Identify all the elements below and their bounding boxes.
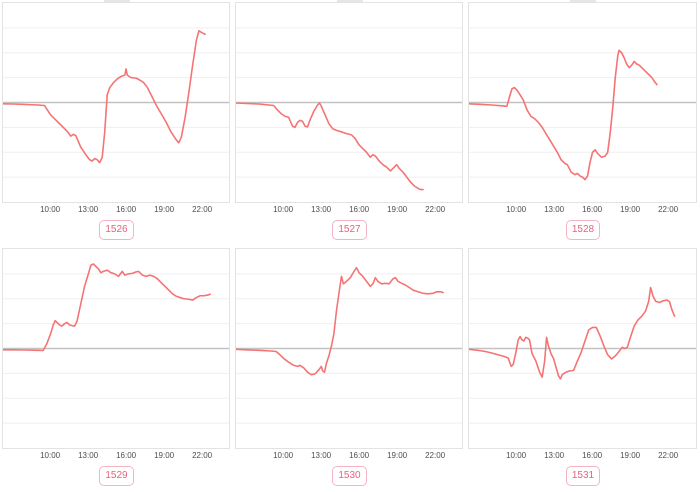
x-tick-label: 16:00: [582, 451, 603, 460]
badge-row: 1527: [233, 219, 466, 240]
sparkline-chart: [469, 273, 696, 424]
x-axis: 10:00 13:00 16:00 19:00 22:00: [235, 205, 463, 217]
chart-id-badge[interactable]: 1530: [332, 466, 367, 486]
x-axis: 10:00 13:00 16:00 19:00 22:00: [468, 205, 697, 217]
chart-id-badge[interactable]: 1529: [99, 466, 134, 486]
cropped-content-remnant: [103, 0, 130, 2]
x-tick-label: 22:00: [658, 205, 679, 214]
chart-cell-1531: 10:00 13:00 16:00 19:00 22:00 1531: [466, 246, 700, 492]
badge-row: 1528: [466, 219, 700, 240]
x-tick-label: 16:00: [582, 205, 603, 214]
x-tick-label: 10:00: [40, 205, 61, 214]
x-tick-label: 10:00: [40, 451, 61, 460]
line-chart-plot-area: [235, 248, 463, 449]
line-chart-plot-area: [468, 2, 697, 203]
x-tick-label: 22:00: [425, 205, 446, 214]
x-tick-label: 16:00: [116, 205, 137, 214]
chart-cell-1529: 10:00 13:00 16:00 19:00 22:00 1529: [0, 246, 233, 492]
sparkline-chart: [3, 27, 229, 178]
x-tick-label: 13:00: [311, 451, 332, 460]
x-tick-label: 10:00: [273, 205, 294, 214]
x-tick-label: 19:00: [387, 451, 408, 460]
sparkline-chart: [236, 27, 462, 191]
x-tick-label: 19:00: [620, 205, 641, 214]
line-chart-plot-area: [235, 2, 463, 203]
cropped-content-remnant: [336, 0, 363, 2]
x-tick-label: 22:00: [425, 451, 446, 460]
x-tick-label: 22:00: [658, 451, 679, 460]
x-tick-label: 13:00: [544, 451, 565, 460]
x-axis: 10:00 13:00 16:00 19:00 22:00: [2, 205, 230, 217]
chart-id-badge[interactable]: 1526: [99, 220, 134, 240]
x-tick-label: 10:00: [273, 451, 294, 460]
x-tick-label: 19:00: [154, 205, 175, 214]
x-tick-label: 10:00: [506, 205, 527, 214]
badge-row: 1531: [466, 465, 700, 486]
x-tick-label: 19:00: [387, 205, 408, 214]
chart-cell-1527: 10:00 13:00 16:00 19:00 22:00 1527: [233, 0, 466, 246]
chart-id-badge[interactable]: 1527: [332, 220, 367, 240]
cropped-content-remnant: [570, 0, 596, 2]
line-chart-plot-area: [2, 2, 230, 203]
x-tick-label: 19:00: [620, 451, 641, 460]
x-tick-label: 22:00: [192, 205, 213, 214]
badge-row: 1530: [233, 465, 466, 486]
line-chart-plot-area: [2, 248, 230, 449]
chart-id-badge[interactable]: 1528: [565, 220, 601, 240]
chart-id-badge[interactable]: 1531: [565, 466, 601, 486]
x-tick-label: 16:00: [349, 205, 370, 214]
x-tick-label: 13:00: [544, 205, 565, 214]
x-tick-label: 22:00: [192, 451, 213, 460]
chart-cell-1530: 10:00 13:00 16:00 19:00 22:00 1530: [233, 246, 466, 492]
x-tick-label: 13:00: [78, 451, 99, 460]
x-tick-label: 16:00: [349, 451, 370, 460]
line-chart-plot-area: [468, 248, 697, 449]
x-tick-label: 13:00: [311, 205, 332, 214]
x-axis: 10:00 13:00 16:00 19:00 22:00: [235, 451, 463, 463]
x-tick-label: 10:00: [506, 451, 527, 460]
sparkline-chart: [236, 266, 462, 424]
chart-cell-1528: 10:00 13:00 16:00 19:00 22:00 1528: [466, 0, 700, 246]
x-tick-label: 13:00: [78, 205, 99, 214]
x-tick-label: 19:00: [154, 451, 175, 460]
badge-row: 1529: [0, 465, 233, 486]
sparkline-chart: [3, 263, 229, 424]
x-axis: 10:00 13:00 16:00 19:00 22:00: [468, 451, 697, 463]
x-axis: 10:00 13:00 16:00 19:00 22:00: [2, 451, 230, 463]
x-tick-label: 16:00: [116, 451, 137, 460]
sparkline-chart: [469, 27, 696, 181]
chart-cell-1526: 10:00 13:00 16:00 19:00 22:00 1526: [0, 0, 233, 246]
badge-row: 1526: [0, 219, 233, 240]
